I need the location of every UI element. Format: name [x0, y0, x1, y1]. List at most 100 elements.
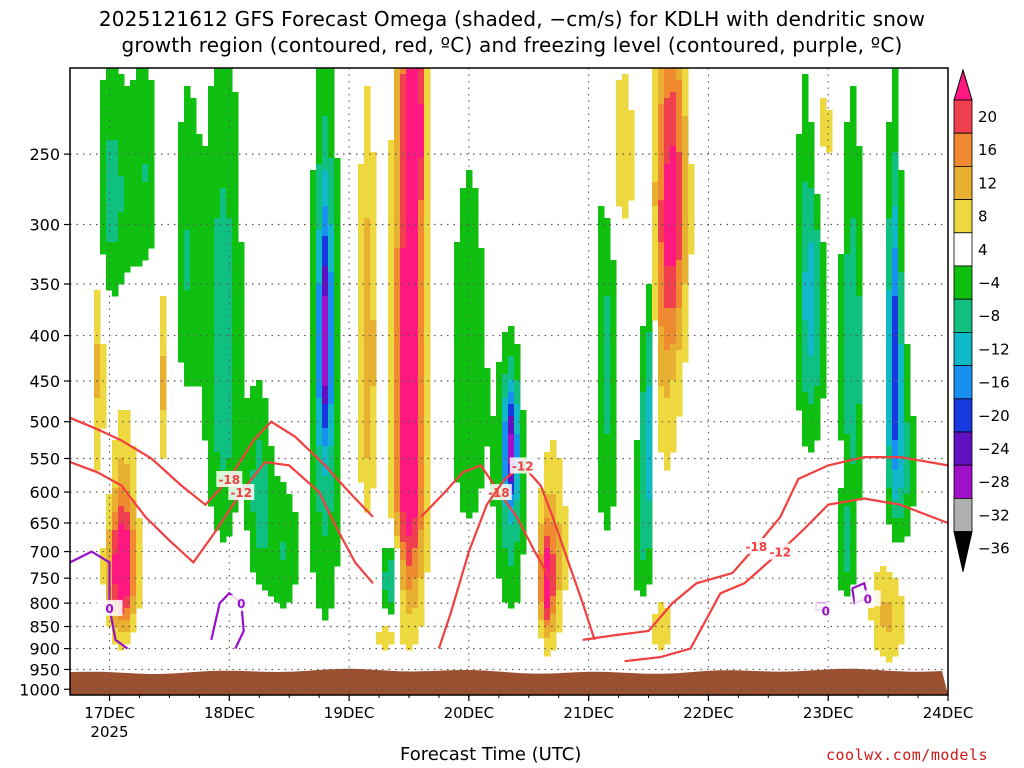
omega-cell — [556, 488, 563, 495]
omega-cell — [118, 278, 125, 285]
omega-cell — [406, 224, 413, 231]
omega-cell — [394, 494, 401, 501]
omega-cell — [400, 146, 407, 153]
omega-cell — [370, 482, 377, 489]
omega-cell — [640, 374, 647, 381]
omega-cell — [244, 524, 251, 531]
omega-cell — [802, 368, 809, 375]
omega-cell — [676, 224, 683, 231]
omega-cell — [286, 500, 293, 507]
dgz-contour-label: -12 — [769, 546, 791, 560]
omega-cell — [496, 428, 503, 435]
omega-cell — [238, 350, 245, 357]
omega-cell — [238, 422, 245, 429]
omega-cell — [886, 638, 893, 645]
omega-cell — [124, 590, 131, 597]
omega-cell — [226, 242, 233, 249]
omega-cell — [292, 524, 299, 531]
omega-cell — [406, 116, 413, 123]
omega-cell — [184, 128, 191, 135]
omega-cell — [424, 530, 431, 537]
omega-cell — [454, 398, 461, 405]
omega-cell — [898, 356, 905, 363]
omega-cell — [826, 128, 833, 135]
omega-cell — [106, 230, 113, 237]
omega-cell — [856, 260, 863, 267]
omega-cell — [634, 548, 641, 555]
omega-cell — [394, 410, 401, 417]
omega-cell — [682, 266, 689, 273]
omega-cell — [664, 182, 671, 189]
omega-cell — [466, 236, 473, 243]
omega-cell — [202, 206, 209, 213]
omega-cell — [388, 272, 395, 279]
omega-cell — [148, 218, 155, 225]
omega-cell — [670, 182, 677, 189]
omega-cell — [838, 332, 845, 339]
omega-cell — [130, 98, 137, 105]
omega-cell — [508, 344, 515, 351]
omega-cell — [814, 200, 821, 207]
omega-cell — [334, 380, 341, 387]
omega-cell — [886, 260, 893, 267]
omega-cell — [658, 434, 665, 441]
omega-cell — [262, 506, 269, 513]
omega-cell — [316, 578, 323, 585]
omega-cell — [664, 242, 671, 249]
omega-cell — [856, 176, 863, 183]
credit-link[interactable]: coolwx.com/models — [826, 746, 989, 764]
omega-cell — [412, 470, 419, 477]
omega-cell — [664, 380, 671, 387]
omega-cell — [388, 278, 395, 285]
omega-cell — [538, 620, 545, 627]
omega-cell — [670, 392, 677, 399]
omega-cell — [856, 254, 863, 261]
omega-cell — [160, 302, 167, 309]
omega-cell — [406, 308, 413, 315]
omega-cell — [598, 236, 605, 243]
omega-cell — [460, 350, 467, 357]
omega-cell — [190, 236, 197, 243]
omega-cell — [454, 380, 461, 387]
omega-cell — [886, 176, 893, 183]
omega-cell — [406, 140, 413, 147]
omega-cell — [412, 170, 419, 177]
omega-cell — [394, 140, 401, 147]
omega-cell — [406, 452, 413, 459]
omega-cell — [190, 260, 197, 267]
omega-cell — [400, 464, 407, 471]
omega-cell — [220, 332, 227, 339]
omega-cell — [418, 80, 425, 87]
omega-cell — [400, 368, 407, 375]
omega-cell — [628, 152, 635, 159]
omega-cell — [400, 602, 407, 609]
omega-cell — [220, 80, 227, 87]
omega-cell — [544, 512, 551, 519]
omega-cell — [214, 152, 221, 159]
omega-cell — [142, 182, 149, 189]
omega-cell — [604, 500, 611, 507]
omega-cell — [136, 530, 143, 537]
omega-cell — [904, 386, 911, 393]
omega-cell — [316, 170, 323, 177]
omega-cell — [646, 524, 653, 531]
omega-cell — [250, 392, 257, 399]
omega-cell — [364, 116, 371, 123]
omega-cell — [388, 416, 395, 423]
omega-cell — [850, 206, 857, 213]
omega-cell — [838, 428, 845, 435]
omega-cell — [406, 596, 413, 603]
omega-cell — [214, 386, 221, 393]
omega-cell — [136, 590, 143, 597]
omega-cell — [520, 410, 527, 417]
omega-cell — [310, 494, 317, 501]
omega-cell — [802, 386, 809, 393]
omega-cell — [472, 188, 479, 195]
omega-cell — [688, 200, 695, 207]
omega-cell — [184, 284, 191, 291]
omega-cell — [808, 140, 815, 147]
omega-cell — [466, 452, 473, 459]
omega-cell — [394, 344, 401, 351]
omega-cell — [898, 518, 905, 525]
omega-cell — [544, 470, 551, 477]
